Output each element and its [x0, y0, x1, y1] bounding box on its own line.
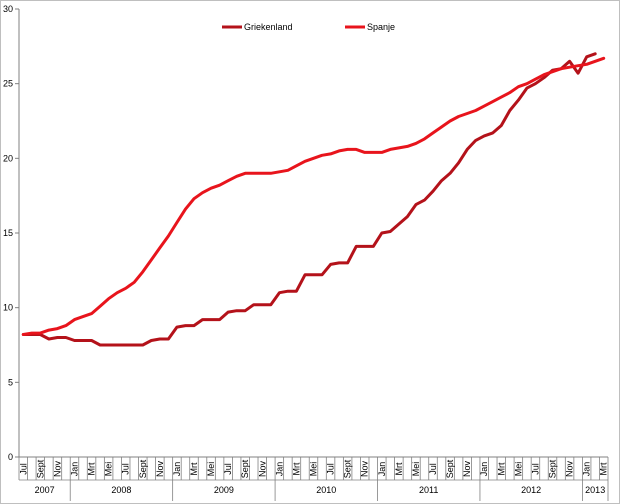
x-tick-label: Nov: [565, 461, 575, 478]
y-tick-label: 15: [3, 228, 13, 238]
x-axis-ticks: Jul Sept Nov Jan Mrt Mei Jul Sept Nov Jan Mrt Mei Ju…: [18, 457, 609, 480]
y-tick-label: 5: [8, 377, 13, 387]
legend-label-griekenland: Griekenland: [244, 22, 293, 32]
x-tick-label: Jul: [121, 463, 131, 475]
x-tick-label: Mei: [411, 462, 421, 477]
x-tick-label: Mei: [104, 462, 114, 477]
y-axis-ticks: 0 5 10 15 20 25 30: [3, 4, 19, 462]
x-tick-label: Mei: [309, 462, 319, 477]
year-label: 2008: [111, 485, 131, 495]
x-tick-label: Sept: [445, 459, 455, 478]
x-tick-label: Mrt: [87, 462, 97, 475]
x-tick-label: Mei: [513, 462, 523, 477]
x-tick-label: Nov: [462, 461, 472, 478]
x-tick-label: Nov: [360, 461, 370, 478]
x-tick-label: Sept: [240, 459, 250, 478]
year-label: 2011: [419, 485, 438, 495]
legend-label-spanje: Spanje: [367, 22, 395, 32]
x-tick-label: Sept: [548, 459, 558, 478]
series-line-spanje: [21, 56, 606, 336]
x-tick-label: Sept: [343, 459, 353, 478]
x-tick-label: Jan: [69, 462, 79, 477]
x-tick-label: Mrt: [496, 462, 506, 475]
x-tick-label: Nov: [155, 461, 165, 478]
x-tick-label: Sept: [138, 459, 148, 478]
y-tick-label: 20: [3, 153, 13, 163]
x-tick-label: Mrt: [189, 462, 199, 475]
x-tick-label: Jan: [172, 462, 182, 477]
y-tick-label: 25: [3, 79, 13, 89]
x-tick-label: Jul: [18, 463, 28, 475]
x-tick-label: Jul: [326, 463, 336, 475]
year-label: 2009: [214, 485, 234, 495]
x-tick-label: Nov: [257, 461, 267, 478]
x-tick-label: Jan: [274, 462, 284, 477]
x-tick-label: Mei: [206, 462, 216, 477]
x-tick-label: Nov: [52, 461, 62, 478]
year-label: 2013: [585, 485, 605, 495]
x-tick-label: Mrt: [599, 462, 609, 475]
year-label: 2012: [521, 485, 541, 495]
year-labels: 2007 2008 2009 2010 2011 2012 2013: [19, 479, 609, 501]
axes: [18, 9, 608, 458]
y-tick-label: 30: [3, 4, 13, 14]
series-lines: [21, 52, 606, 347]
x-tick-label: Mrt: [394, 462, 404, 475]
x-tick-label: Jul: [428, 463, 438, 475]
legend: Griekenland Spanje: [222, 22, 395, 32]
y-tick-label: 10: [3, 303, 13, 313]
year-label: 2010: [316, 485, 336, 495]
x-tick-label: Jan: [582, 462, 592, 477]
x-tick-label: Jan: [479, 462, 489, 477]
x-tick-label: Jul: [223, 463, 233, 475]
series-line-griekenland: [21, 52, 597, 347]
x-tick-label: Mrt: [291, 462, 301, 475]
x-tick-label: Sept: [35, 459, 45, 478]
x-tick-label: Jul: [530, 463, 540, 475]
year-label: 2007: [35, 485, 55, 495]
x-tick-label: Jan: [377, 462, 387, 477]
y-tick-label: 0: [8, 452, 13, 462]
